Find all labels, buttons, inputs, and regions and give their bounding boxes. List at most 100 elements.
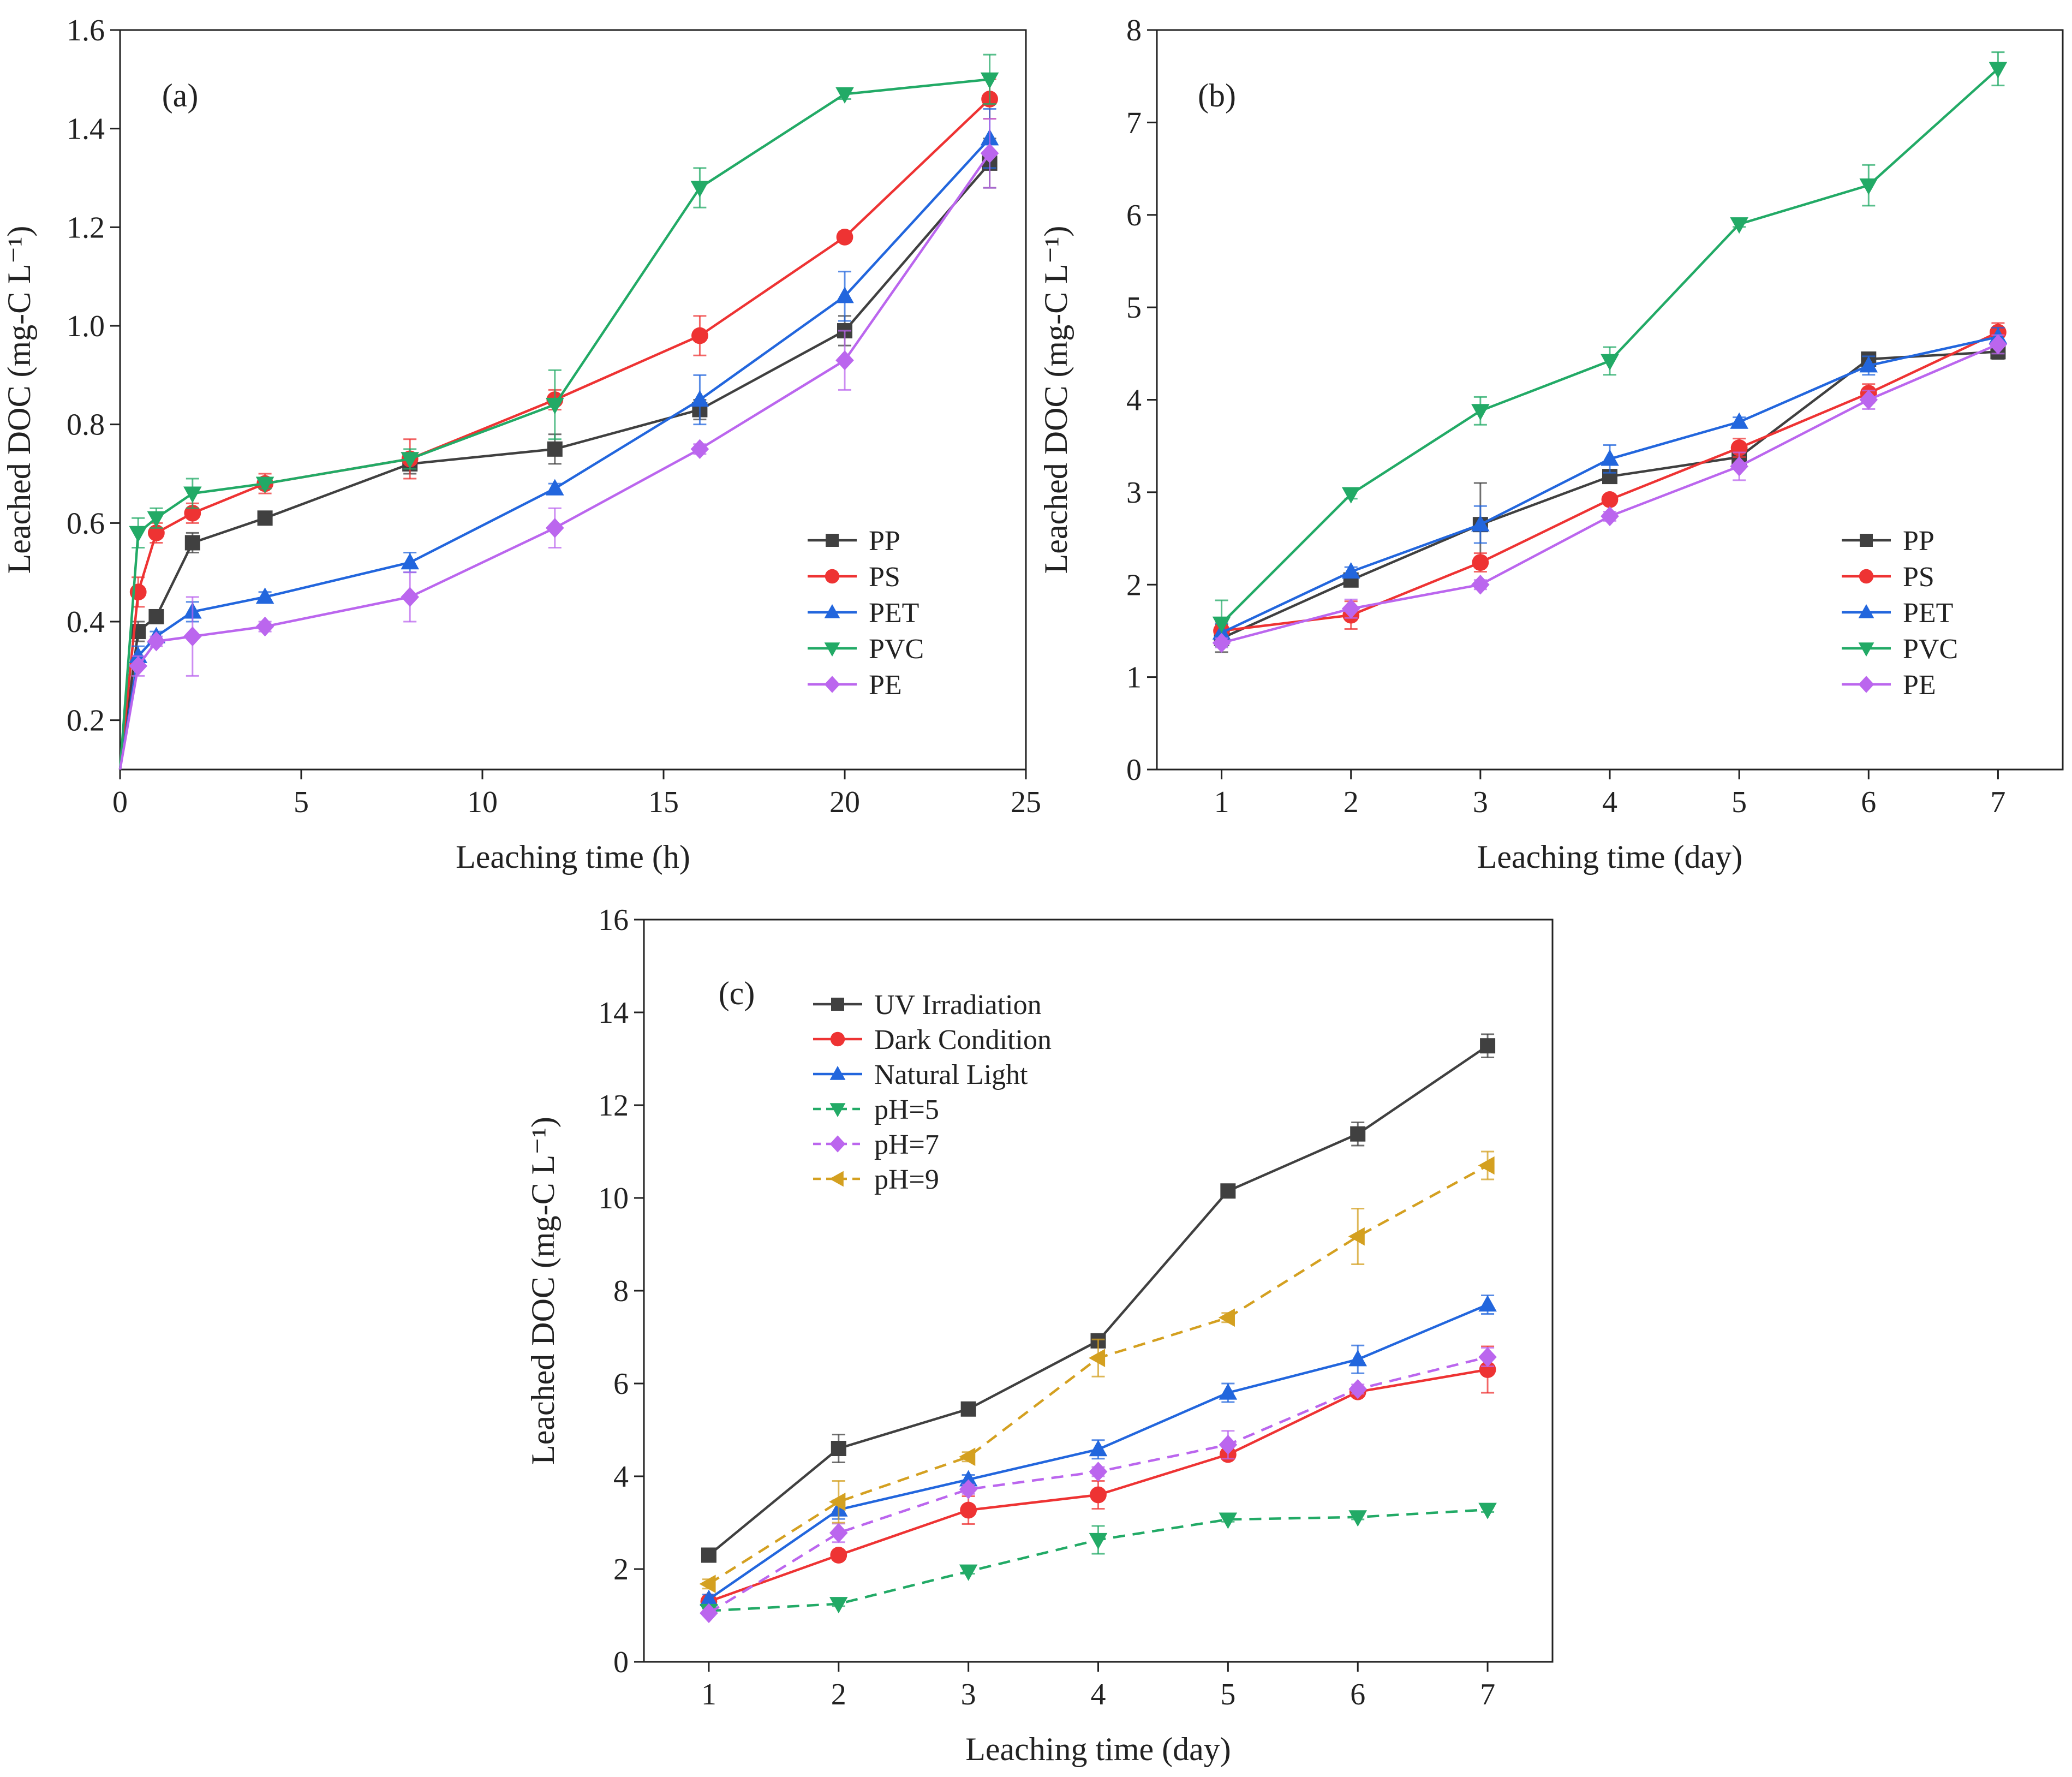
panel-a-series-PET [118,108,999,770]
panel-a-x-tick-label: 15 [648,785,679,819]
panel-c-x-tick-label: 4 [1091,1678,1106,1712]
legend-label: PET [1903,598,1953,629]
panel-c-x-tick-label: 6 [1350,1678,1365,1712]
data-point [835,87,854,104]
data-point [1350,1126,1366,1142]
panel-a-plot-frame [119,29,1027,771]
data-point [1859,356,1878,373]
data-point [1478,1156,1495,1175]
data-point [980,143,999,164]
data-point [1348,1350,1368,1367]
panel-a-label: (a) [162,77,199,114]
panel-b-legend: PP PS PET PVC PE [1842,526,1958,701]
legend-marker [1860,534,1873,547]
panel-c-x-tick-label: 3 [961,1678,976,1712]
data-point [1341,562,1360,579]
data-point [829,1492,846,1511]
data-point [835,287,854,303]
data-point [835,350,854,371]
data-point [184,535,200,551]
data-point [1859,390,1878,410]
panel-b-y-tick-label: 8 [1126,14,1142,47]
legend-label: Dark Condition [874,1024,1052,1056]
panel-b-y-tick-label: 0 [1126,753,1142,787]
legend-marker [1858,642,1874,657]
data-point [1220,1183,1236,1199]
panel-c-x-tick-label: 7 [1480,1678,1495,1712]
legend-label: PVC [869,634,924,665]
data-point [1471,575,1490,595]
panel-b-x-tick-label: 1 [1214,785,1229,819]
data-point [701,1547,716,1563]
panel-b-y-tick-label: 4 [1126,384,1142,418]
data-point [1218,1308,1235,1327]
legend-marker [830,1031,845,1047]
panel-a-y-tick-label: 0.6 [67,506,105,540]
data-point [1989,62,2008,79]
data-point [257,510,273,526]
legend-marker [1858,604,1874,618]
data-point [829,1523,848,1543]
data-point [1348,1510,1368,1527]
panel-b-y-axis-title: Leached DOC (mg-C L⁻¹) [1038,226,1074,574]
legend-label: pH=7 [874,1129,939,1160]
panel-c-y-tick-label: 6 [613,1367,629,1401]
data-point [401,452,419,469]
data-point [1212,633,1231,653]
panel-a-y-tick-label: 0.2 [67,704,105,738]
data-point [401,587,419,607]
data-point [831,1441,846,1456]
series-line [118,152,991,770]
panel-b-chart: 1 2 3 4 5 6 7 0 1 2 3 4 5 6 7 8 Leaching time (day) Leach… [1038,14,2064,875]
data-point [1730,456,1748,476]
legend-label: PVC [1903,634,1958,665]
legend-label: pH=9 [874,1164,939,1195]
data-point [690,439,709,460]
panel-c-y-tick-label: 8 [613,1274,629,1308]
data-point [699,1575,716,1593]
panel-c-y-axis-title: Leached DOC (mg-C L⁻¹) [525,1117,561,1465]
data-point [1219,1383,1238,1400]
data-point [700,1589,718,1606]
data-point [1601,491,1619,508]
legend-marker [825,569,840,584]
data-point [1601,449,1619,466]
data-point [1989,334,2008,355]
panel-c-label: (c) [719,975,755,1011]
panel-a-series-PE [118,118,999,770]
panel-a-y-axis-title: Leached DOC (mg-C L⁻¹) [1,226,37,574]
data-point [959,1447,976,1466]
data-point [1478,1347,1497,1367]
panel-a-y-tick-label: 0.4 [67,605,105,639]
panel-c-y-tick-label: 14 [598,996,629,1030]
panel-c-x-axis-title: Leaching time (day) [965,1731,1231,1767]
data-point [546,518,564,538]
legend-label: PP [869,526,900,557]
panel-a-chart: 0 5 10 15 20 25 0.2 0.4 0.6 0.8 1.0 1.2 1.4 1.6 Leachi… [1,14,1041,875]
panel-b-x-tick-label: 2 [1343,785,1359,819]
panel-c-y-tick-label: 2 [613,1553,629,1587]
legend-label: PE [869,670,902,701]
data-point [1348,1227,1365,1246]
series-line [1221,336,1998,634]
panel-b-y-tick-label: 5 [1126,291,1142,325]
panel-a-y-tick-label: 1.2 [67,211,105,245]
panel-c-x-tick-label: 2 [831,1678,846,1712]
legend-marker [829,1066,846,1080]
data-point [183,626,202,647]
legend-marker [824,642,840,657]
panel-a-y-tick-label: 1.6 [67,14,105,47]
data-point [1089,1532,1108,1549]
data-point [1730,217,1748,234]
legend-label: PS [869,562,900,593]
data-point [1601,506,1619,527]
data-point [183,486,202,503]
legend-marker [829,1135,846,1153]
panel-c-y-tick-label: 4 [613,1460,629,1494]
data-point [959,1479,978,1499]
panel-a-legend: PP PS PET PVC PE [808,526,924,701]
panel-a-x-tick-label: 5 [294,785,309,819]
data-point [129,526,147,542]
data-point [829,1597,848,1614]
legend-label: PS [1903,562,1934,593]
